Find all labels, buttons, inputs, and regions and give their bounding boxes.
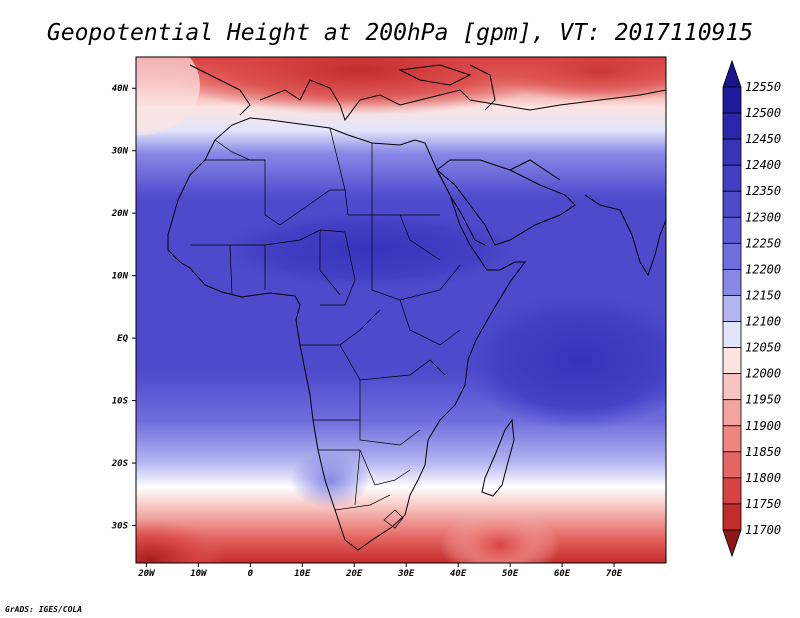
lat-tick-label: 30S bbox=[111, 522, 129, 532]
lon-tick-label: 10E bbox=[294, 569, 311, 579]
colorbar-band bbox=[722, 503, 742, 531]
lat-tick-label: 10N bbox=[112, 272, 129, 282]
lon-tick-label: 20W bbox=[137, 569, 156, 579]
arabia bbox=[436, 159, 576, 246]
colorbar-label: 12350 bbox=[745, 184, 781, 198]
colorbar-label: 12450 bbox=[745, 132, 781, 146]
map-title: Geopotential Height at 200hPa [gpm], VT:… bbox=[47, 20, 753, 46]
colorbar-band bbox=[722, 242, 742, 270]
colorbar-label: 12000 bbox=[745, 367, 781, 381]
colorbar-band bbox=[722, 190, 742, 218]
colorbar-band bbox=[722, 164, 742, 192]
lon-tick-label: 10W bbox=[190, 569, 208, 579]
kalahari-light bbox=[290, 452, 370, 508]
colorbar-label: 12150 bbox=[745, 288, 781, 302]
colorbar-label: 11800 bbox=[745, 471, 781, 485]
colorbar-band bbox=[722, 295, 742, 322]
colorbar: 12550 12500 12450 12400 12350 12300 12250 12200… bbox=[722, 59, 781, 558]
colorbar-band bbox=[722, 347, 742, 375]
colorbar-label: 11950 bbox=[745, 393, 781, 407]
colorbar-label: 12400 bbox=[745, 158, 781, 172]
colorbar-band bbox=[722, 425, 742, 453]
asia-outline bbox=[469, 89, 666, 111]
colorbar-label: 12500 bbox=[745, 106, 781, 120]
madagascar bbox=[481, 418, 515, 497]
colorbar-band bbox=[722, 373, 742, 401]
atlantic-pale bbox=[136, 57, 200, 135]
credit-label: GrADS: IGES/COLA bbox=[5, 605, 82, 614]
lon-tick-label: 20E bbox=[345, 569, 363, 579]
lat-tick-label: EQ bbox=[117, 334, 128, 344]
borders bbox=[190, 127, 461, 529]
colorbar-label: 12050 bbox=[745, 341, 781, 355]
lon-tick-label: 0 bbox=[248, 569, 254, 579]
colorbar-top-arrow bbox=[722, 59, 742, 88]
lon-tick-label: 70E bbox=[606, 569, 623, 579]
map-frame bbox=[135, 56, 667, 564]
lat-tick-label: 20S bbox=[111, 459, 129, 469]
colorbar-bottom-arrow bbox=[722, 529, 742, 558]
africa-coastline bbox=[167, 117, 526, 551]
india bbox=[584, 194, 666, 277]
black-caspian bbox=[398, 64, 496, 111]
lon-tick-label: 30E bbox=[397, 569, 415, 579]
lat-tick-label: 30N bbox=[111, 147, 129, 157]
colorbar-band bbox=[722, 477, 742, 505]
coastlines bbox=[167, 64, 666, 551]
colorbar-band bbox=[722, 112, 742, 140]
latitude-axis: 40N 30N 20N 10N EQ 10S 20S 30S bbox=[111, 84, 136, 532]
colorbar-band bbox=[722, 321, 742, 348]
indian-ocean-high bbox=[440, 510, 560, 563]
indian-ocean-core bbox=[460, 290, 666, 430]
height-field bbox=[136, 57, 666, 563]
colorbar-label: 12200 bbox=[745, 262, 781, 276]
longitude-axis: 20W 10W 0 10E 20E 30E 40E 50E 60E 70E bbox=[137, 563, 623, 579]
colorbar-label: 12300 bbox=[745, 210, 781, 224]
colorbar-band bbox=[722, 451, 742, 479]
lon-tick-label: 50E bbox=[502, 569, 519, 579]
lat-tick-label: 20N bbox=[111, 209, 129, 219]
lat-tick-label: 40N bbox=[112, 84, 129, 94]
colorbar-label: 12250 bbox=[745, 236, 781, 250]
colorbar-label: 11900 bbox=[745, 419, 781, 433]
lon-tick-label: 40E bbox=[450, 569, 467, 579]
sahel-core bbox=[210, 210, 530, 290]
asia-high bbox=[490, 57, 666, 102]
gulf bbox=[509, 159, 561, 181]
colorbar-label: 12550 bbox=[745, 80, 781, 94]
colorbar-band bbox=[722, 138, 742, 166]
colorbar-label: 12100 bbox=[745, 315, 781, 329]
lat-tick-label: 10S bbox=[112, 397, 129, 407]
southwest-high bbox=[136, 520, 225, 563]
europe-coast bbox=[189, 64, 471, 122]
colorbar-band bbox=[722, 269, 742, 296]
colorbar-band bbox=[722, 216, 742, 244]
colorbar-label: 11850 bbox=[745, 445, 781, 459]
colorbar-label: 11700 bbox=[745, 523, 781, 537]
colorbar-band bbox=[722, 399, 742, 427]
red-sea bbox=[436, 169, 486, 246]
colorbar-band bbox=[722, 86, 742, 114]
lon-tick-label: 60E bbox=[554, 569, 571, 579]
colorbar-label: 11750 bbox=[745, 497, 781, 511]
